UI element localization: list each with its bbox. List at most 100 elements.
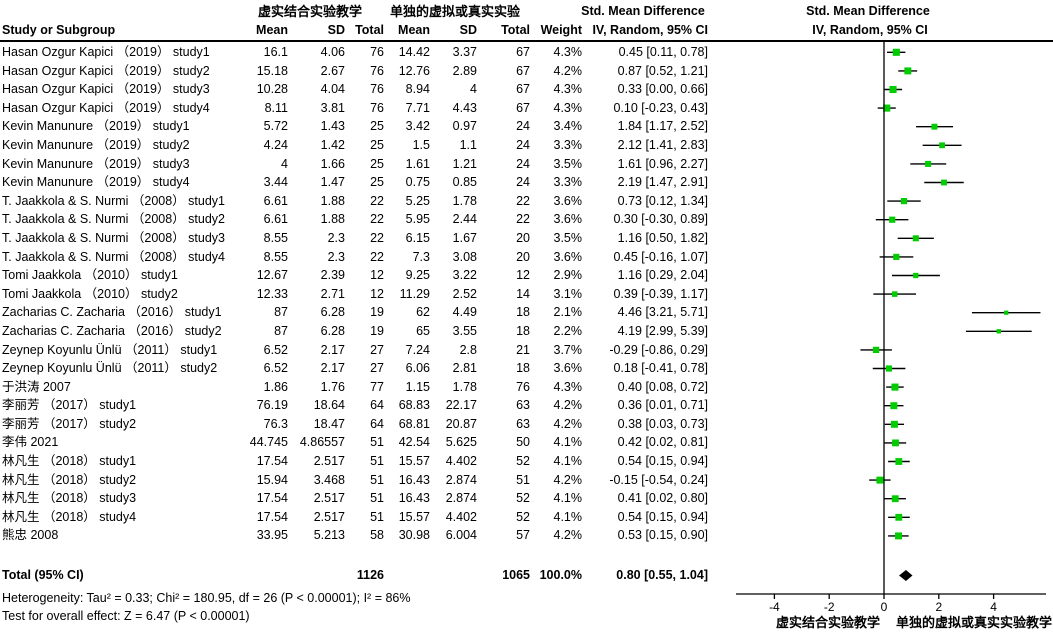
axis-tick-label: -2 <box>824 600 835 614</box>
weight-cell: 3.5% <box>553 230 583 245</box>
sd2-cell: 4.43 <box>452 100 477 115</box>
sd2-cell: 4 <box>470 82 477 97</box>
mean2-cell: 7.3 <box>412 249 430 264</box>
total2-cell: 24 <box>516 119 530 134</box>
table-row: Hasan Ozgur Kapici （2019） study4 8.11 3.… <box>0 99 730 118</box>
mean1-cell: 4 <box>281 156 288 171</box>
sd2-cell: 4.49 <box>452 305 477 320</box>
total1-cell: 51 <box>370 454 384 469</box>
smd-text-header: Std. Mean Difference <box>581 4 705 18</box>
mean2-cell: 14.42 <box>398 45 430 59</box>
weight-cell: 2.2% <box>553 323 583 338</box>
mean1-cell: 15.18 <box>256 63 288 78</box>
table-row: Zeynep Koyunlu Ünlü （2011） study1 6.52 2… <box>0 341 730 360</box>
ci-text-cell: 0.53 [0.15, 0.90] <box>617 528 708 543</box>
table-row: 熊忠 2008 33.95 5.213 58 30.98 6.004 57 4.… <box>0 526 730 545</box>
effect-marker <box>941 179 947 186</box>
mean1-cell: 5.72 <box>263 119 288 134</box>
mean1-cell: 87 <box>274 323 288 338</box>
mean1-col-header: Mean <box>256 23 288 37</box>
effect-marker <box>883 104 891 112</box>
mean2-cell: 6.15 <box>405 230 430 245</box>
study-name-cell: Tomi Jaakkola （2010） study2 <box>2 286 178 301</box>
mean1-cell: 15.94 <box>256 472 288 487</box>
table-row: Kevin Manunure （2019） study1 5.72 1.43 2… <box>0 117 730 136</box>
weight-cell: 4.3% <box>553 379 583 394</box>
effect-marker <box>996 329 1001 334</box>
weight-cell: 3.7% <box>553 342 583 357</box>
study-name-cell: 林凡生 （2018） study4 <box>2 509 137 524</box>
mean1-cell: 10.28 <box>256 82 288 97</box>
total2-cell: 24 <box>516 156 530 171</box>
mean2-cell: 1.5 <box>412 137 430 152</box>
weight-cell: 3.6% <box>553 193 583 208</box>
sd1-cell: 1.76 <box>320 379 345 394</box>
total2-cell: 20 <box>516 249 530 264</box>
table-row: T. Jaakkola & S. Nurmi （2008） study2 6.6… <box>0 210 730 229</box>
study-name-cell: Kevin Manunure （2019） study3 <box>2 156 190 171</box>
study-name-cell: Kevin Manunure （2019） study4 <box>2 175 190 190</box>
effect-marker <box>889 85 897 94</box>
ci-text-cell: 1.16 [0.29, 2.04] <box>617 268 708 283</box>
total1-cell: 58 <box>370 528 384 543</box>
study-name-cell: Kevin Manunure （2019） study1 <box>2 119 190 134</box>
study-name-cell: Hasan Ozgur Kapici （2019） study4 <box>2 100 210 115</box>
axis-label-left: 虚实结合实验教学 <box>776 615 880 630</box>
study-name-cell: Hasan Ozgur Kapici （2019） study3 <box>2 82 210 97</box>
effect-marker <box>892 439 899 447</box>
mean2-cell: 5.25 <box>405 193 430 208</box>
sd2-cell: 2.89 <box>452 63 477 78</box>
total2-cell: 67 <box>516 63 530 78</box>
study-name-cell: T. Jaakkola & S. Nurmi （2008） study4 <box>2 249 226 264</box>
mean1-cell: 12.33 <box>256 286 288 301</box>
effect-marker <box>891 383 899 391</box>
ci-text-cell: 0.30 [-0.30, 0.89] <box>613 212 708 227</box>
table-row: Tomi Jaakkola （2010） study1 12.67 2.39 1… <box>0 266 730 285</box>
ci-text-cell: 0.73 [0.12, 1.34] <box>617 193 708 208</box>
ci-text-cell: 4.19 [2.99, 5.39] <box>617 323 708 338</box>
sd1-cell: 1.47 <box>320 175 345 190</box>
total2-cell: 52 <box>516 491 530 506</box>
effect-marker <box>891 291 898 297</box>
sd2-cell: 4.402 <box>445 509 477 524</box>
total-ci-text: 0.80 [0.55, 1.04] <box>616 568 708 582</box>
ci-text-cell: 0.42 [0.02, 0.81] <box>617 435 708 450</box>
weight-cell: 2.1% <box>553 305 583 320</box>
total1-cell: 22 <box>370 193 384 208</box>
total2-cell: 63 <box>516 416 530 431</box>
sd1-cell: 6.28 <box>320 323 345 338</box>
mean1-cell: 17.54 <box>256 491 288 506</box>
effect-marker <box>889 216 896 223</box>
sd1-cell: 2.17 <box>320 342 345 357</box>
mean2-cell: 68.83 <box>398 398 430 413</box>
weight-cell: 4.2% <box>553 472 583 487</box>
weight-col-header: Weight <box>540 23 582 37</box>
ci-text-cell: 2.12 [1.41, 2.83] <box>617 137 708 152</box>
sd2-cell: 2.8 <box>459 342 477 357</box>
table-row: 林凡生 （2018） study4 17.54 2.517 51 15.57 4… <box>0 508 730 527</box>
total2-cell: 22 <box>516 212 530 227</box>
sd2-cell: 3.08 <box>452 249 477 264</box>
table-header: 虚实结合实验教学 单独的虚拟或真实实验 Std. Mean Difference… <box>0 2 1053 40</box>
total2-cell: 52 <box>516 454 530 469</box>
sd2-cell: 0.85 <box>452 175 477 190</box>
weight-cell: 3.6% <box>553 249 583 264</box>
mean2-cell: 9.25 <box>405 268 430 283</box>
sd1-cell: 2.67 <box>320 63 345 78</box>
table-row: 李丽芳 （2017） study2 76.3 18.47 64 68.81 20… <box>0 415 730 434</box>
effect-marker <box>912 235 919 242</box>
mean2-cell: 30.98 <box>398 528 430 543</box>
axis-tick-label: 2 <box>935 600 942 614</box>
weight-cell: 4.1% <box>553 491 583 506</box>
ci-text-cell: 1.61 [0.96, 2.27] <box>617 156 708 171</box>
overall-effect-text: Test for overall effect: Z = 6.47 (P < 0… <box>2 609 250 623</box>
sd1-cell: 18.47 <box>313 416 345 431</box>
total2-cell: 18 <box>516 305 530 320</box>
weight-cell: 2.9% <box>553 268 583 283</box>
effect-marker <box>891 495 899 503</box>
mean1-cell: 6.61 <box>263 193 288 208</box>
mean2-cell: 15.57 <box>398 509 430 524</box>
study-name-cell: 林凡生 （2018） study3 <box>2 491 137 506</box>
total2-cell: 57 <box>516 528 530 543</box>
table-row: Kevin Manunure （2019） study2 4.24 1.42 2… <box>0 136 730 155</box>
